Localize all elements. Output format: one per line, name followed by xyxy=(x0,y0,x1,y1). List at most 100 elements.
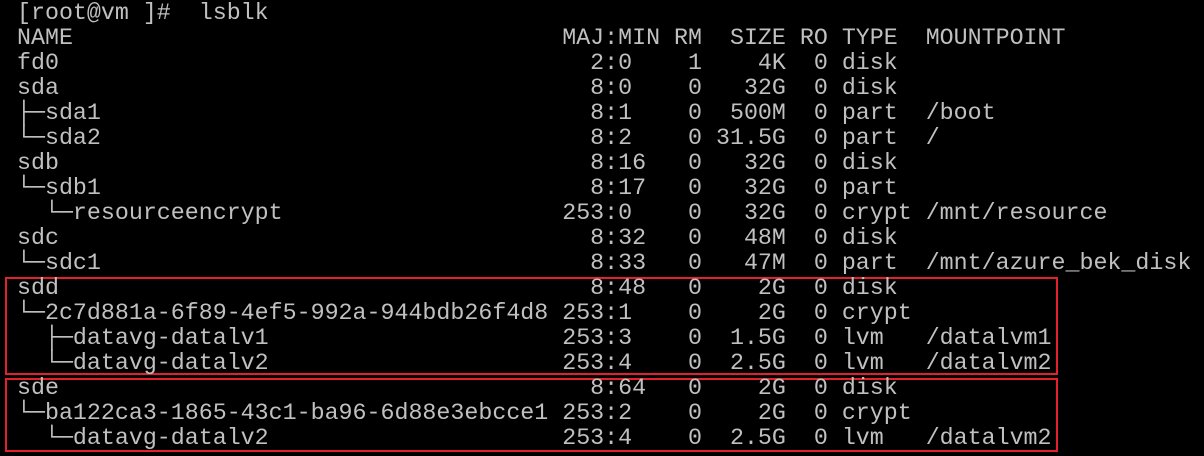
device-type: disk xyxy=(841,375,898,401)
device-size: 47M xyxy=(743,250,786,276)
device-name: sda xyxy=(17,75,59,101)
device-rm: 1 xyxy=(688,50,702,76)
device-size: 2G xyxy=(757,275,786,301)
device-size: 1.5G xyxy=(729,325,786,351)
device-type: disk xyxy=(841,75,898,101)
device-rm: 0 xyxy=(688,200,702,226)
device-mountpoint: /mnt/resource xyxy=(925,200,1108,226)
device-ro: 0 xyxy=(813,375,828,401)
device-ro: 0 xyxy=(813,275,828,301)
device-ro: 0 xyxy=(813,250,828,276)
device-type: crypt xyxy=(841,300,912,326)
device-ro: 0 xyxy=(813,225,828,251)
device-ro: 0 xyxy=(813,175,828,201)
device-type: crypt xyxy=(841,200,912,226)
device-name: sde xyxy=(17,375,59,401)
device-name: └─2c7d881a-6f89-4ef5-992a-944bdb26f4d8 xyxy=(17,300,549,326)
device-maj-min: 253:3 xyxy=(562,325,633,351)
device-name: sdb xyxy=(17,150,59,176)
highlight-box-sdd xyxy=(5,277,1058,375)
device-ro: 0 xyxy=(813,350,828,376)
device-name: └─ba122ca3-1865-43c1-ba96-6d88e3ebcce1 xyxy=(17,400,549,426)
device-name: └─datavg-datalv2 xyxy=(17,350,269,376)
device-maj-min: 2:0 xyxy=(562,50,633,76)
device-size: 48M xyxy=(743,225,786,251)
device-ro: 0 xyxy=(813,100,828,126)
device-ro: 0 xyxy=(813,300,828,326)
device-rm: 0 xyxy=(688,100,702,126)
device-rm: 0 xyxy=(688,125,702,151)
command-prompt: [root@vm ]# lsblk xyxy=(17,0,269,26)
device-maj-min: 8:16 xyxy=(562,150,647,176)
device-size: 32G xyxy=(743,150,786,176)
device-type: part xyxy=(841,100,898,126)
device-maj-min: 8:48 xyxy=(562,275,647,301)
device-size: 2G xyxy=(757,400,786,426)
device-name: sdc xyxy=(17,225,59,251)
device-name: ├─datavg-datalv1 xyxy=(17,325,269,351)
device-ro: 0 xyxy=(813,125,828,151)
device-name: ├─sda1 xyxy=(17,100,101,126)
device-name: sdd xyxy=(17,275,59,301)
device-name: fd0 xyxy=(17,50,59,76)
device-type: lvm xyxy=(841,425,884,451)
device-size: 2G xyxy=(757,375,786,401)
device-mountpoint: /datalvm2 xyxy=(925,350,1052,376)
device-mountpoint: /datalvm2 xyxy=(925,425,1052,451)
device-maj-min: 8:1 xyxy=(562,100,633,126)
device-ro: 0 xyxy=(813,325,828,351)
device-name: └─sdb1 xyxy=(17,175,101,201)
device-mountpoint: /datalvm1 xyxy=(925,325,1052,351)
device-size: 31.5G xyxy=(716,125,786,151)
device-maj-min: 253:1 xyxy=(562,300,633,326)
device-maj-min: 8:33 xyxy=(562,250,647,276)
device-mountpoint: /boot xyxy=(925,100,996,126)
device-maj-min: 8:2 xyxy=(562,125,633,151)
device-maj-min: 8:0 xyxy=(562,75,633,101)
device-type: lvm xyxy=(841,350,884,376)
device-name: └─resourceencrypt xyxy=(17,200,283,226)
device-rm: 0 xyxy=(688,275,702,301)
device-size: 4K xyxy=(757,50,786,76)
device-rm: 0 xyxy=(688,350,702,376)
device-maj-min: 253:4 xyxy=(562,350,633,376)
device-size: 32G xyxy=(743,200,786,226)
device-rm: 0 xyxy=(688,225,702,251)
device-rm: 0 xyxy=(688,150,702,176)
device-ro: 0 xyxy=(813,75,828,101)
header-ro: RO xyxy=(799,25,828,51)
device-name: └─datavg-datalv2 xyxy=(17,425,269,451)
device-ro: 0 xyxy=(813,150,828,176)
device-type: disk xyxy=(841,275,898,301)
device-type: disk xyxy=(841,150,898,176)
device-type: crypt xyxy=(841,400,912,426)
device-maj-min: 8:64 xyxy=(562,375,647,401)
device-maj-min: 253:4 xyxy=(562,425,633,451)
device-name: └─sda2 xyxy=(17,125,101,151)
device-size: 2G xyxy=(757,300,786,326)
device-maj-min: 8:17 xyxy=(562,175,647,201)
device-ro: 0 xyxy=(813,50,828,76)
header-type: TYPE xyxy=(841,25,898,51)
device-rm: 0 xyxy=(688,425,702,451)
device-size: 32G xyxy=(743,175,786,201)
device-size: 32G xyxy=(743,75,786,101)
device-rm: 0 xyxy=(688,375,702,401)
device-type: part xyxy=(841,175,898,201)
header-name: NAME xyxy=(17,25,73,51)
device-type: disk xyxy=(841,225,898,251)
device-size: 2.5G xyxy=(729,350,786,376)
device-rm: 0 xyxy=(688,250,702,276)
device-rm: 0 xyxy=(688,175,702,201)
device-type: lvm xyxy=(841,325,884,351)
device-ro: 0 xyxy=(813,425,828,451)
device-rm: 0 xyxy=(688,400,702,426)
header-size: SIZE xyxy=(729,25,786,51)
highlight-box-sde xyxy=(5,378,1058,452)
device-mountpoint: / xyxy=(925,125,940,151)
device-maj-min: 8:32 xyxy=(562,225,647,251)
device-size: 2.5G xyxy=(729,425,786,451)
device-ro: 0 xyxy=(813,200,828,226)
header-mountpoint: MOUNTPOINT xyxy=(925,25,1066,51)
